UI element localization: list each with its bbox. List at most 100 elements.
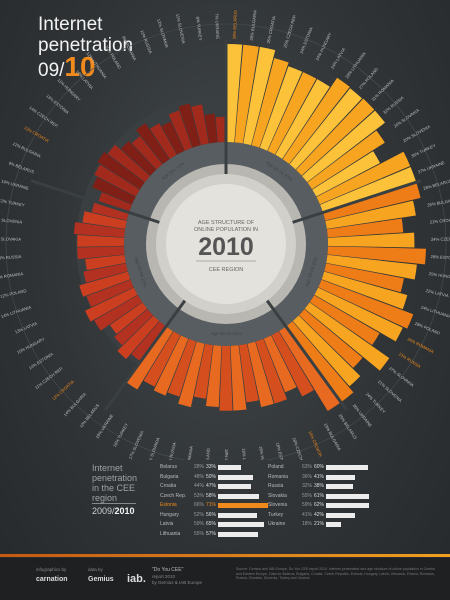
wheel-segment <box>320 166 417 213</box>
country-percent-label: 12% SLOVAKIA <box>156 18 170 48</box>
stats-value-2010: 47% <box>206 483 217 489</box>
wheel-segment <box>255 338 287 404</box>
country-percent-label: 21% SLOVENIA <box>377 379 403 403</box>
country-percent-label: 16% CROATIA <box>307 430 323 458</box>
wheel-segment <box>107 144 151 183</box>
country-percent-label: 16% TURKEY <box>112 422 129 448</box>
country-percent-label: 11% CZECH REP. <box>34 366 64 391</box>
stats-country: Belarus <box>160 464 177 470</box>
wheel-segment <box>286 321 354 402</box>
wheel-segment <box>85 287 138 322</box>
wheel-segment <box>326 254 417 280</box>
stats-row: Slovenia 59% 62% <box>268 501 378 511</box>
age-group-separator <box>30 179 160 224</box>
country-percent-label: 12% BULGARIA <box>12 141 42 159</box>
stats-row: Slovakia 55% 61% <box>268 492 378 502</box>
country-percent-label: 17% POLAND <box>204 448 211 460</box>
wheel-segment <box>296 98 375 176</box>
wheel-segment <box>309 295 380 345</box>
wheel-segment <box>205 345 222 408</box>
wheel-segment <box>259 66 303 151</box>
stats-country: Czech Rep. <box>160 492 187 499</box>
stats-value-2009: 63% <box>302 464 313 470</box>
stats-value-2009: 18% <box>302 521 313 527</box>
country-percent-label: 21% RUSSIA <box>398 351 422 369</box>
country-percent-label: 25% HUNGARY <box>428 271 450 280</box>
wheel-segment <box>219 345 233 411</box>
stats-bar <box>218 474 253 480</box>
stats-value-2010: 57% <box>206 530 217 537</box>
country-percent-label: 19% UKRAINE <box>95 413 115 439</box>
stats-row: Estonia 66% 71% <box>160 501 270 511</box>
stats-bar <box>218 465 242 470</box>
panel-title-line-4: region <box>92 493 118 503</box>
country-percent-label: 25% CZECH REP. <box>282 14 297 48</box>
stats-row: Poland 63% 60% <box>268 463 378 473</box>
country-percent-label: 24% ESTONIA <box>299 26 314 54</box>
country-percent-label: 12% BELARUS <box>78 403 100 429</box>
accent-strip <box>0 554 450 557</box>
country-percent-label: 35% CROATIA <box>266 15 277 43</box>
wheel-segment <box>77 246 125 260</box>
country-percent-label: 19% BULGARIA <box>323 422 342 452</box>
country-percent-label: 21% CROATIA <box>430 217 450 225</box>
stats-row: Lithuania 55% 57% <box>160 530 270 540</box>
wheel-segment <box>136 123 170 164</box>
stats-value-2010: 65% <box>206 521 217 527</box>
stats-value-2010: 71% <box>206 502 217 508</box>
wheel-segment <box>226 44 243 143</box>
carnation-logo: carnation <box>36 576 68 583</box>
country-percent-label: 28% BELARUS <box>232 10 238 39</box>
country-percent-label: 11% ROMANIA <box>0 271 24 280</box>
stats-country: Croatia <box>160 483 177 489</box>
country-percent-label: 20% SLOVENIA <box>402 124 431 144</box>
stats-bar <box>326 512 356 518</box>
panel-title-line-1: Internet <box>92 463 123 473</box>
country-percent-label: 8% TURKEY <box>195 16 203 41</box>
wheel-segment <box>324 263 404 293</box>
stats-country: Bulgaria <box>160 473 179 480</box>
report-authors: by Gemius & IAB Europe <box>152 580 203 585</box>
age-group-separator <box>292 179 422 224</box>
panel-year-end: 2010 <box>114 506 135 516</box>
wheel-segment <box>304 302 390 371</box>
stats-country: Poland <box>268 464 284 470</box>
country-percent-label: 16% SLOVAKIA <box>146 436 161 460</box>
country-percent-label: 24% HUNGARY <box>315 32 333 62</box>
country-percent-label: 13% LATVIA <box>14 321 38 335</box>
wheel-segment <box>289 88 362 170</box>
panel-year-start: 2009/ <box>92 506 115 516</box>
country-percent-label: 14% CZECH REP. <box>28 105 59 129</box>
stats-row: Latvia 59% 65% <box>160 520 270 530</box>
wheel-segment <box>234 44 259 144</box>
wheel-segment <box>121 141 156 176</box>
country-percent-label: 18% RUSSIA <box>166 442 177 460</box>
stats-row: Czech Rep. 53% 58% <box>160 492 270 502</box>
wheel-segment <box>131 136 163 170</box>
stats-bar <box>218 512 258 518</box>
wheel-segment <box>85 254 126 271</box>
center-line-1: AGE STRUCTURE OF <box>198 220 255 226</box>
wheel-segment <box>143 331 181 387</box>
age-group-label: Age 35-44 12% <box>210 331 241 336</box>
country-percent-label: 26% ROMANIA <box>407 336 435 354</box>
title-big-number: 10 <box>64 51 96 82</box>
wheel-segment <box>91 201 129 221</box>
country-percent-label: 11% RUSSIA <box>139 29 153 54</box>
wheel-segment <box>79 271 131 297</box>
wheel-segment <box>299 309 363 368</box>
wheel-segment <box>275 79 330 159</box>
wheel-segment <box>167 338 197 397</box>
stats-row: Croatia 44% 47% <box>160 482 270 492</box>
title-line-2: penetration <box>38 35 134 56</box>
country-percent-label: 15% ROMANIA <box>184 445 194 460</box>
stats-country: Lithuania <box>160 530 181 537</box>
center-line-2: ONLINE POPULATION IN <box>194 227 258 233</box>
country-percent-label: 28% POLAND <box>414 321 441 336</box>
stats-value-2010: 62% <box>314 502 325 508</box>
stats-country: Slovenia <box>268 502 288 508</box>
stats-country: Ukraine <box>268 521 286 527</box>
stats-bar <box>326 484 353 489</box>
stats-bar <box>218 503 268 508</box>
